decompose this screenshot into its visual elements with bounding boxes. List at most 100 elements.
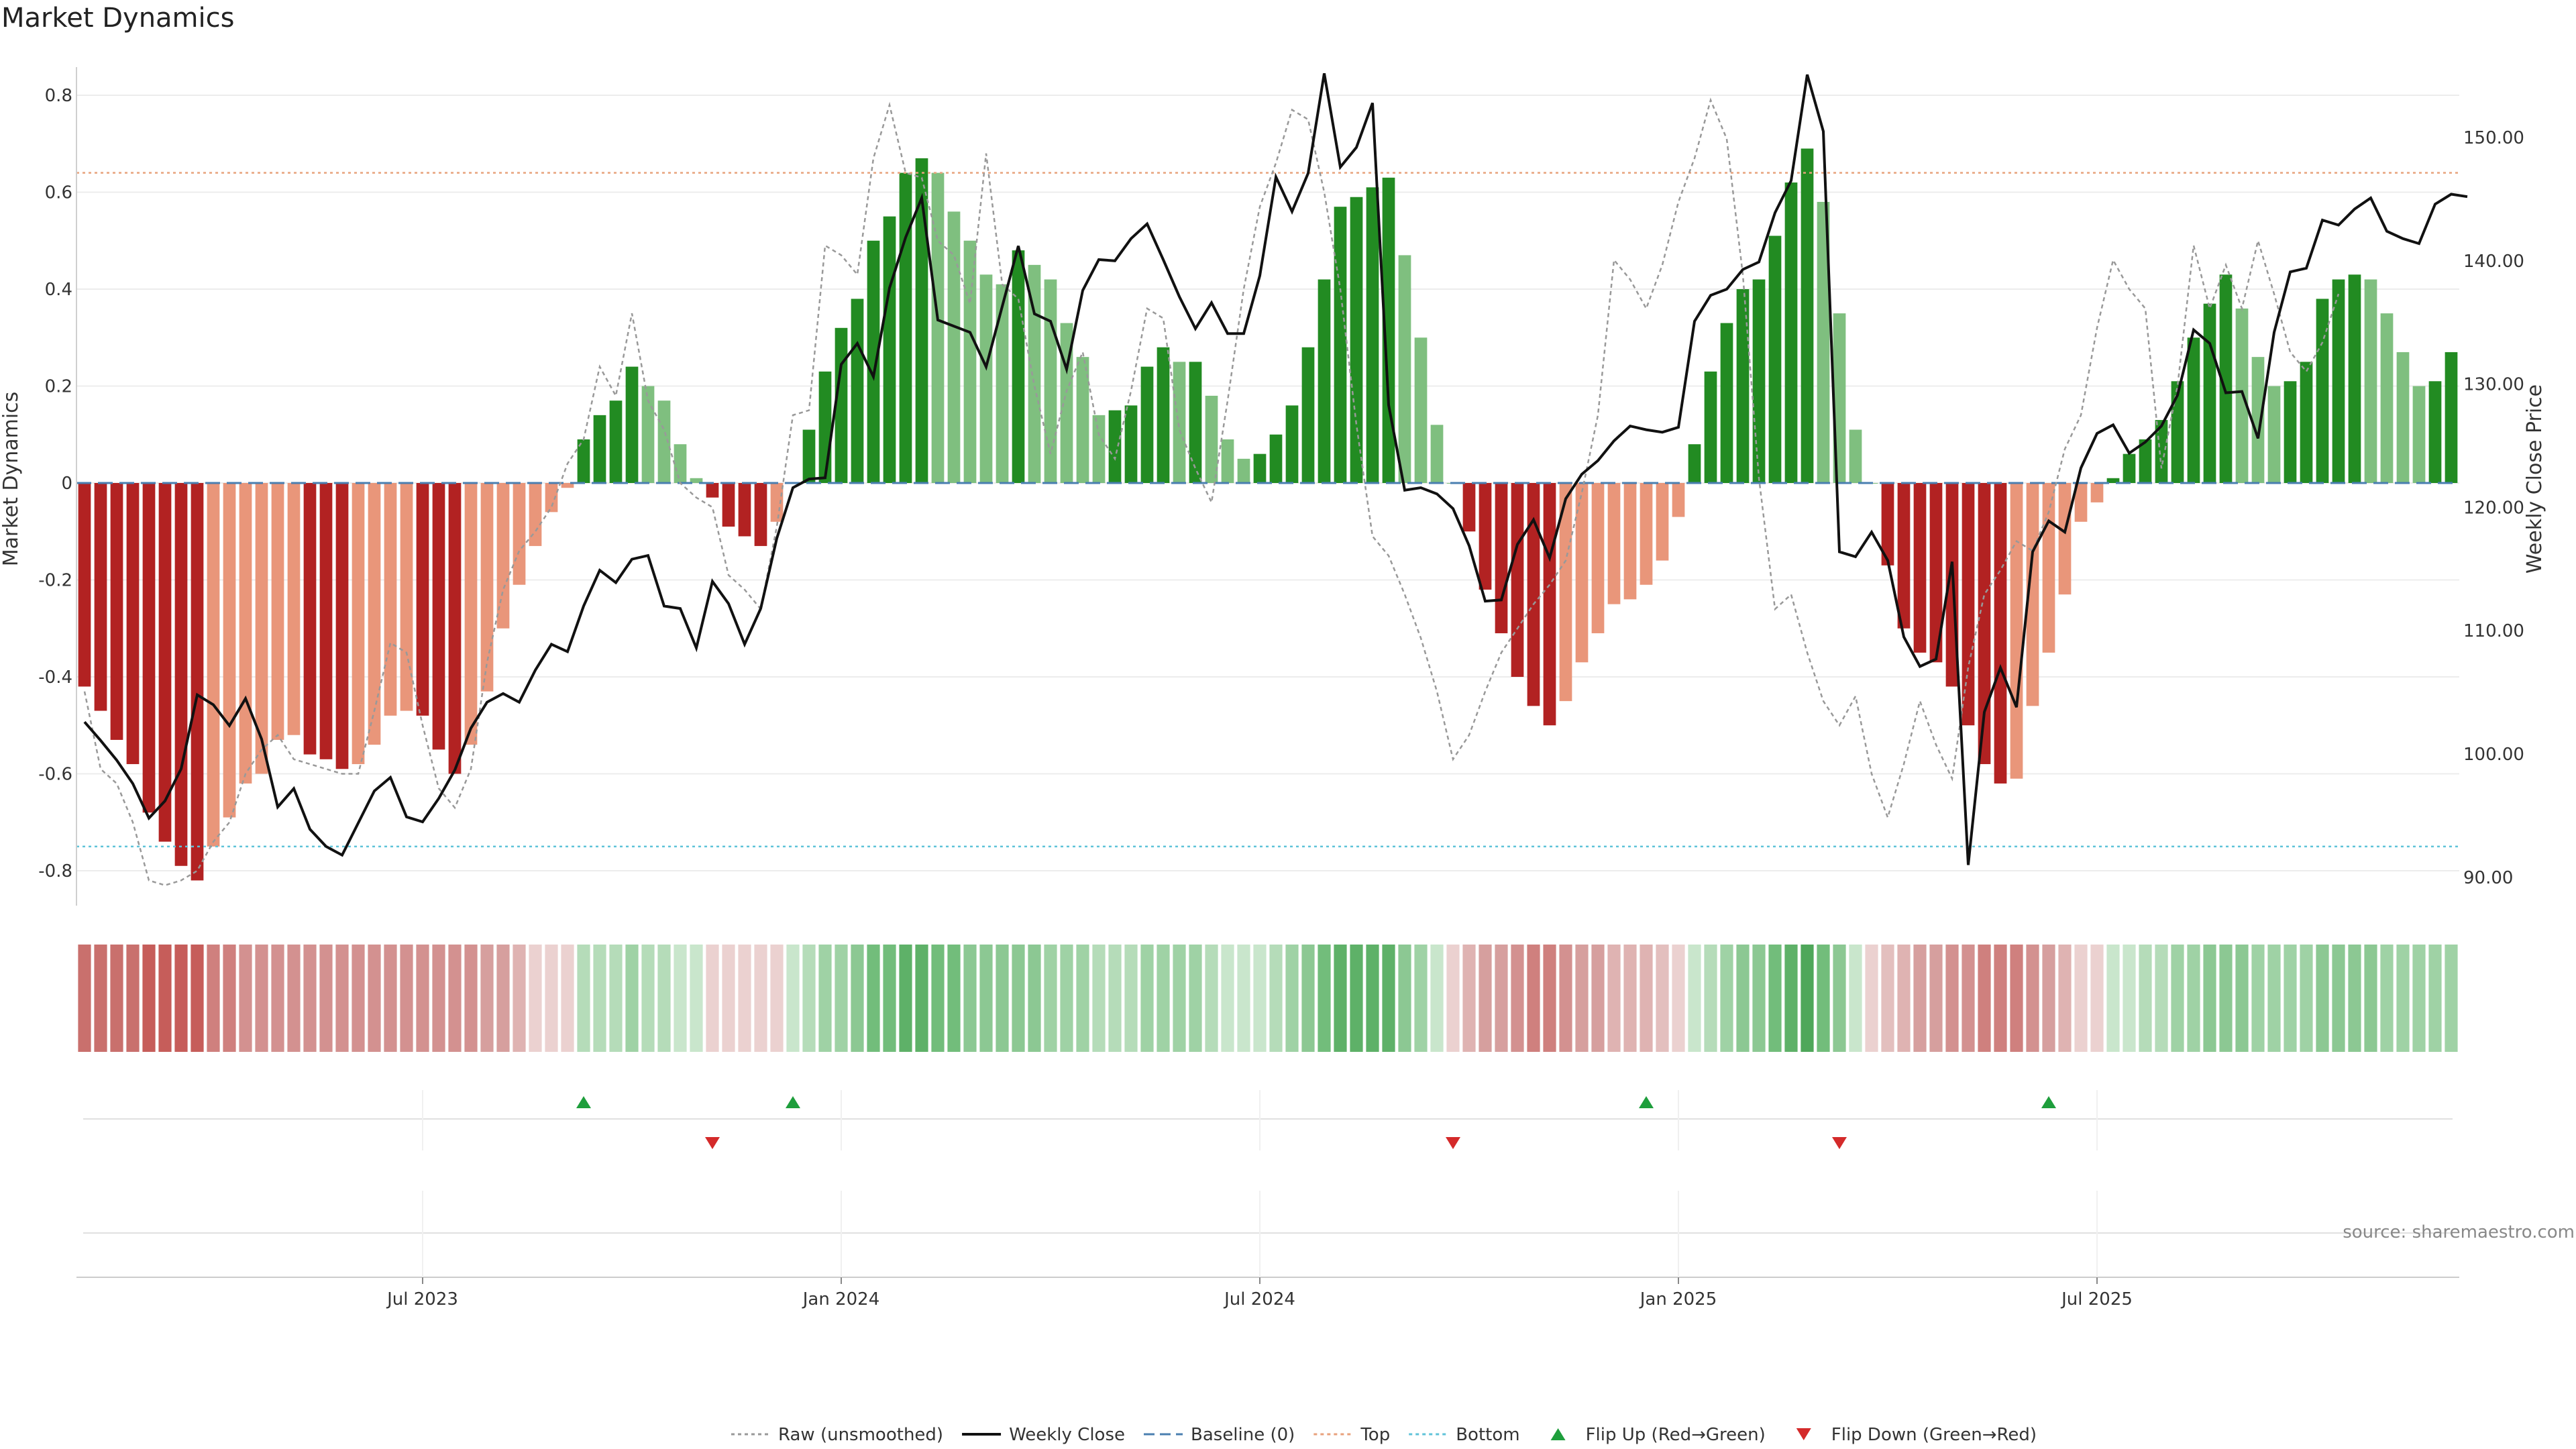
heat-cell xyxy=(1044,945,1057,1052)
momentum-bar xyxy=(432,483,445,750)
momentum-bar xyxy=(963,240,977,483)
momentum-bar xyxy=(1124,405,1138,483)
momentum-bar xyxy=(207,483,220,847)
heat-cell xyxy=(1221,945,1234,1052)
left-tick-label: -0.8 xyxy=(38,861,72,881)
heatmap-strip xyxy=(78,945,2458,1052)
momentum-bar xyxy=(899,172,912,483)
heat-cell xyxy=(1784,945,1798,1052)
heat-cell xyxy=(2139,945,2152,1052)
momentum-bar xyxy=(690,478,703,483)
heat-cell xyxy=(239,945,252,1052)
momentum-bar xyxy=(1640,483,1653,585)
heat-cell xyxy=(1076,945,1089,1052)
momentum-bar xyxy=(1108,410,1122,483)
momentum-bar xyxy=(1543,483,1556,726)
heat-cell xyxy=(207,945,220,1052)
momentum-bar xyxy=(1076,357,1089,483)
momentum-bar xyxy=(2139,439,2152,483)
momentum-bar xyxy=(448,483,462,774)
momentum-bar xyxy=(754,483,767,546)
momentum-bar xyxy=(239,483,252,784)
heat-cell xyxy=(1640,945,1653,1052)
heat-cell xyxy=(480,945,494,1052)
heat-cell xyxy=(593,945,606,1052)
momentum-bar xyxy=(2106,478,2120,483)
momentum-bar xyxy=(1784,182,1798,483)
momentum-bar xyxy=(1559,483,1572,702)
momentum-bar xyxy=(2042,483,2055,653)
heat-cell xyxy=(883,945,896,1052)
momentum-bar xyxy=(2380,313,2394,483)
heat-cell xyxy=(335,945,349,1052)
momentum-bar xyxy=(1801,148,1814,483)
heat-cell xyxy=(2106,945,2120,1052)
bottom-panel-gridlines xyxy=(76,1191,2459,1278)
heat-cell xyxy=(513,945,526,1052)
momentum-bar xyxy=(947,211,961,483)
momentum-bar xyxy=(609,400,623,483)
momentum-bar xyxy=(174,483,188,866)
heat-cell xyxy=(2428,945,2442,1052)
heat-cell xyxy=(1205,945,1218,1052)
heat-cell xyxy=(2042,945,2055,1052)
heat-cell xyxy=(963,945,977,1052)
momentum-bar xyxy=(1881,483,1894,566)
momentum-bar xyxy=(1269,434,1283,483)
legend-label: Raw (unsmoothed) xyxy=(778,1425,943,1445)
heat-cell xyxy=(110,945,123,1052)
heat-cell xyxy=(2284,945,2297,1052)
left-tick-label: 0.2 xyxy=(45,377,72,397)
heat-cell xyxy=(1591,945,1605,1052)
heat-cell xyxy=(1817,945,1830,1052)
heat-cell xyxy=(2396,945,2410,1052)
heat-cell xyxy=(2332,945,2345,1052)
momentum-bar xyxy=(1237,458,1250,483)
heat-cell xyxy=(2074,945,2088,1052)
heat-cell xyxy=(1237,945,1250,1052)
heat-cell xyxy=(1382,945,1395,1052)
heat-cell xyxy=(496,945,510,1052)
heat-cell xyxy=(2251,945,2265,1052)
heat-cell xyxy=(1269,945,1283,1052)
heat-cell xyxy=(738,945,751,1052)
momentum-bar xyxy=(1318,279,1331,483)
heat-cell xyxy=(158,945,172,1052)
legend-item: Flip Down (Green→Red) xyxy=(1796,1425,2037,1445)
momentum-bar xyxy=(818,371,832,483)
momentum-bar xyxy=(1994,483,2007,784)
momentum-bar xyxy=(2396,352,2410,483)
momentum-bar xyxy=(416,483,429,716)
heat-cell xyxy=(996,945,1009,1052)
momentum-bar xyxy=(303,483,317,755)
heat-cell xyxy=(1285,945,1299,1052)
chart-title: Market Dynamics xyxy=(1,3,234,34)
heat-cell xyxy=(802,945,816,1052)
heat-cell xyxy=(835,945,848,1052)
heat-cell xyxy=(1430,945,1444,1052)
heat-cell xyxy=(529,945,542,1052)
heat-cell xyxy=(1623,945,1637,1052)
momentum-bar xyxy=(1479,483,1492,590)
heat-cell xyxy=(1672,945,1685,1052)
heat-cell xyxy=(432,945,445,1052)
momentum-bar xyxy=(2267,386,2281,483)
left-axis-ticks: 0.8 0.6 0.4 0.2 0 -0.2 -0.4 -0.6 -0.8 xyxy=(38,86,72,881)
heat-cell xyxy=(2267,945,2281,1052)
flip-markers xyxy=(576,1096,2056,1149)
bottom-panel: Jul 2023 Jan 2024 Jul 2024 Jan 2025 Jul 2025… xyxy=(76,1191,2575,1309)
flip-up-marker xyxy=(2041,1096,2056,1108)
momentum-bar xyxy=(625,366,639,483)
heat-cell xyxy=(706,945,719,1052)
heat-cell xyxy=(1720,945,1733,1052)
momentum-bar xyxy=(1688,444,1701,483)
left-tick-label: 0.8 xyxy=(45,86,72,106)
momentum-bar xyxy=(1334,207,1347,483)
momentum-bar xyxy=(802,429,816,483)
heat-cell xyxy=(1801,945,1814,1052)
momentum-bar xyxy=(2445,352,2458,483)
momentum-bar xyxy=(2171,381,2184,483)
heat-cell xyxy=(1688,945,1701,1052)
momentum-bar xyxy=(738,483,751,537)
legend-label: Flip Up (Red→Green) xyxy=(1586,1425,1766,1445)
